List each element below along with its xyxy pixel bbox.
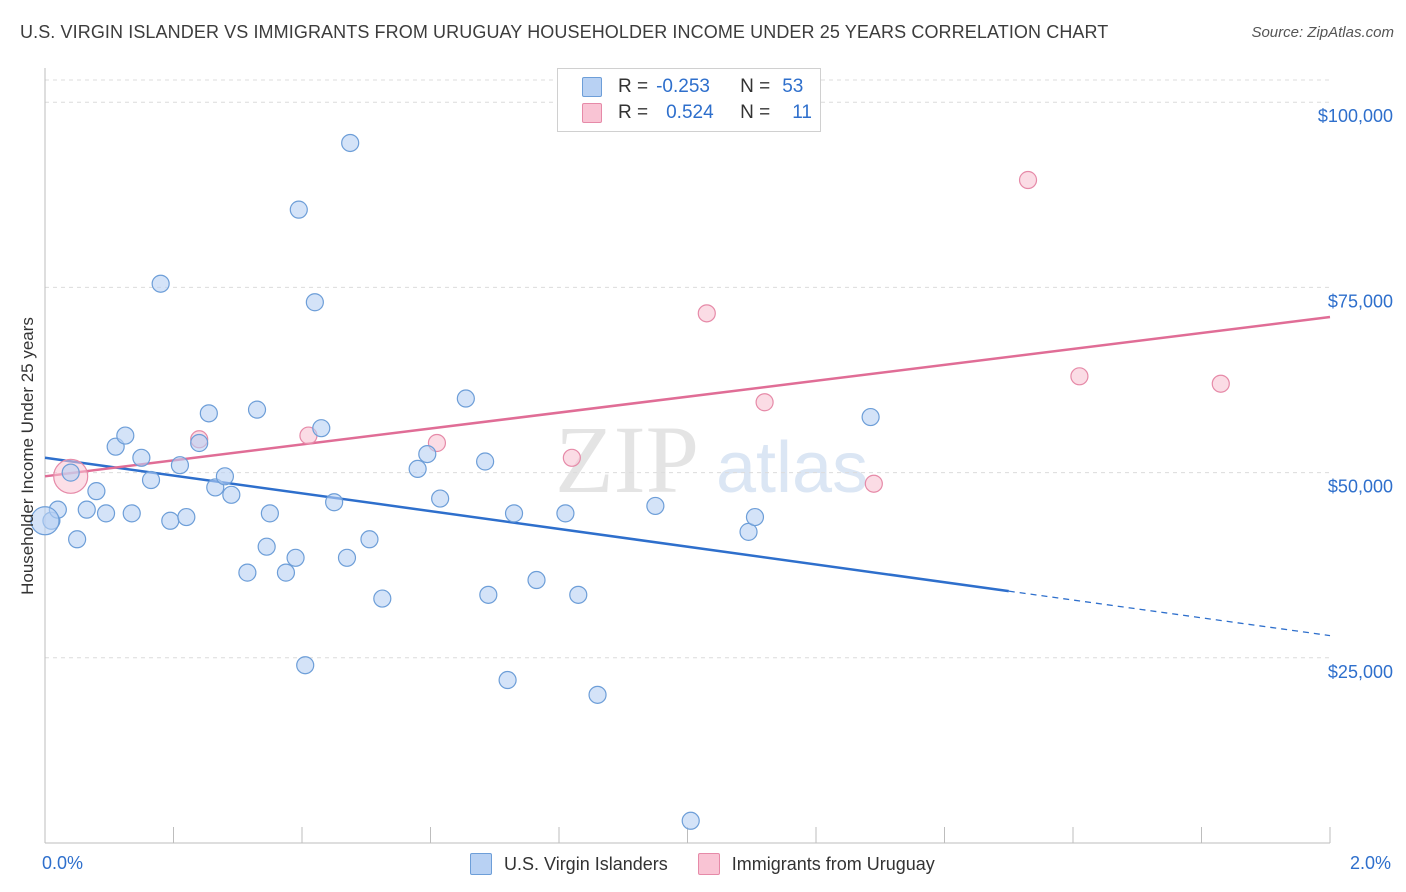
- data-point-uruguay: [864, 474, 883, 493]
- r-value-blue: -0.253: [656, 76, 710, 97]
- data-point-virgin-islander: [418, 444, 437, 464]
- pink-swatch: [697, 853, 720, 875]
- legend-label-blue: U.S. Virgin Islanders: [504, 853, 668, 874]
- data-point-virgin-islander: [61, 463, 80, 482]
- x-tick-label-min: 0.0%: [42, 853, 84, 873]
- gridlines: [45, 79, 1330, 659]
- data-point-virgin-islander: [177, 507, 196, 527]
- data-point-virgin-islander: [373, 589, 392, 608]
- data-point-virgin-islander: [30, 506, 60, 536]
- y-tick-label: $75,000: [1328, 291, 1393, 311]
- r-label: R =: [618, 102, 649, 123]
- data-point-virgin-islander: [479, 585, 498, 604]
- data-point-virgin-islander: [745, 507, 765, 527]
- data-point-virgin-islander: [77, 500, 96, 519]
- data-point-virgin-islander: [527, 570, 546, 590]
- data-point-virgin-islander: [341, 133, 360, 153]
- data-point-virgin-islander: [337, 548, 357, 567]
- data-point-virgin-islander: [476, 452, 495, 471]
- data-point-virgin-islander: [190, 433, 209, 453]
- trendline-blue-extension: [1008, 590, 1331, 637]
- data-point-virgin-islander: [87, 482, 106, 501]
- data-point-virgin-islander: [122, 504, 141, 523]
- y-tick-labels: $25,000 $50,000 $75,000 $100,000: [1318, 106, 1393, 682]
- data-point-virgin-islander: [289, 200, 308, 219]
- data-point-virgin-islander: [257, 537, 276, 556]
- blue-swatch: [470, 853, 492, 875]
- data-point-virgin-islander: [569, 585, 588, 604]
- data-point-virgin-islander: [312, 419, 331, 438]
- x-tick-label-max: 2.0%: [1350, 853, 1392, 873]
- y-axis-label: Householder Income Under 25 years: [18, 317, 37, 595]
- stats-legend-row-blue: R = -0.253 N = 53: [582, 75, 803, 99]
- data-point-virgin-islander: [260, 504, 279, 523]
- blue-swatch: [582, 77, 602, 97]
- n-label: N =: [740, 76, 771, 97]
- data-point-virgin-islander: [161, 511, 180, 530]
- data-point-uruguay: [1211, 374, 1230, 393]
- axes: [44, 68, 1331, 844]
- series-us-virgin-islanders: [30, 133, 880, 830]
- data-point-virgin-islander: [504, 504, 524, 523]
- data-point-uruguay: [1018, 170, 1038, 190]
- data-point-virgin-islander: [96, 504, 116, 523]
- data-point-virgin-islander: [151, 274, 170, 293]
- n-value-blue: 53: [782, 76, 804, 97]
- stats-legend-row-pink: R = 0.524 N = 11: [582, 101, 812, 125]
- data-point-virgin-islander: [456, 389, 475, 408]
- zipatlas-watermark: ZIP atlas: [555, 406, 868, 513]
- data-point-virgin-islander: [296, 656, 315, 675]
- data-point-virgin-islander: [238, 563, 257, 582]
- data-point-virgin-islander: [498, 670, 517, 690]
- data-point-virgin-islander: [132, 448, 151, 467]
- data-point-virgin-islander: [276, 563, 296, 582]
- data-point-virgin-islander: [681, 811, 700, 830]
- data-point-virgin-islander: [215, 467, 234, 486]
- data-point-virgin-islander: [247, 400, 267, 419]
- svg-text:atlas: atlas: [716, 428, 868, 508]
- data-point-virgin-islander: [861, 407, 880, 427]
- data-point-virgin-islander: [360, 530, 379, 549]
- data-point-virgin-islander: [222, 485, 241, 504]
- y-tick-label: $100,000: [1318, 106, 1393, 126]
- data-point-virgin-islander: [431, 489, 450, 508]
- legend-label-pink: Immigrants from Uruguay: [731, 853, 935, 874]
- data-point-virgin-islander: [556, 504, 575, 523]
- trendlines: [44, 315, 1331, 637]
- trendline-blue: [44, 456, 1009, 593]
- pink-swatch: [582, 103, 602, 123]
- chart-title: U.S. VIRGIN ISLANDER VS IMMIGRANTS FROM …: [20, 22, 1109, 42]
- data-point-virgin-islander: [68, 530, 87, 549]
- chart-source: Source: ZipAtlas.com: [1251, 24, 1394, 41]
- r-value-pink: 0.524: [666, 102, 714, 123]
- data-point-virgin-islander: [305, 293, 324, 312]
- data-point-virgin-islander: [588, 685, 607, 704]
- stats-legend: R = -0.253 N = 53 R = 0.524 N = 11: [557, 68, 821, 132]
- data-point-virgin-islander: [408, 459, 427, 479]
- data-point-virgin-islander: [170, 456, 190, 475]
- trendline-pink: [44, 315, 1331, 478]
- data-point-uruguay: [562, 448, 581, 467]
- series-legend: U.S. Virgin Islanders Immigrants from Ur…: [470, 853, 965, 875]
- r-label: R =: [618, 76, 649, 97]
- data-point-uruguay: [1070, 367, 1089, 386]
- data-point-virgin-islander: [199, 404, 218, 423]
- data-point-virgin-islander: [325, 493, 344, 512]
- data-point-virgin-islander: [141, 470, 161, 490]
- data-point-uruguay: [755, 393, 774, 412]
- y-tick-label: $50,000: [1328, 477, 1393, 497]
- y-tick-label: $25,000: [1328, 662, 1393, 682]
- data-point-virgin-islander: [286, 548, 305, 567]
- data-point-virgin-islander: [116, 426, 135, 445]
- n-label: N =: [740, 102, 771, 123]
- data-point-virgin-islander: [646, 496, 665, 516]
- data-point-uruguay: [697, 304, 716, 323]
- n-value-pink: 11: [792, 102, 812, 123]
- legend-item-us-virgin-islanders: U.S. Virgin Islanders: [470, 853, 668, 875]
- legend-item-immigrants-from-uruguay: Immigrants from Uruguay: [697, 853, 935, 875]
